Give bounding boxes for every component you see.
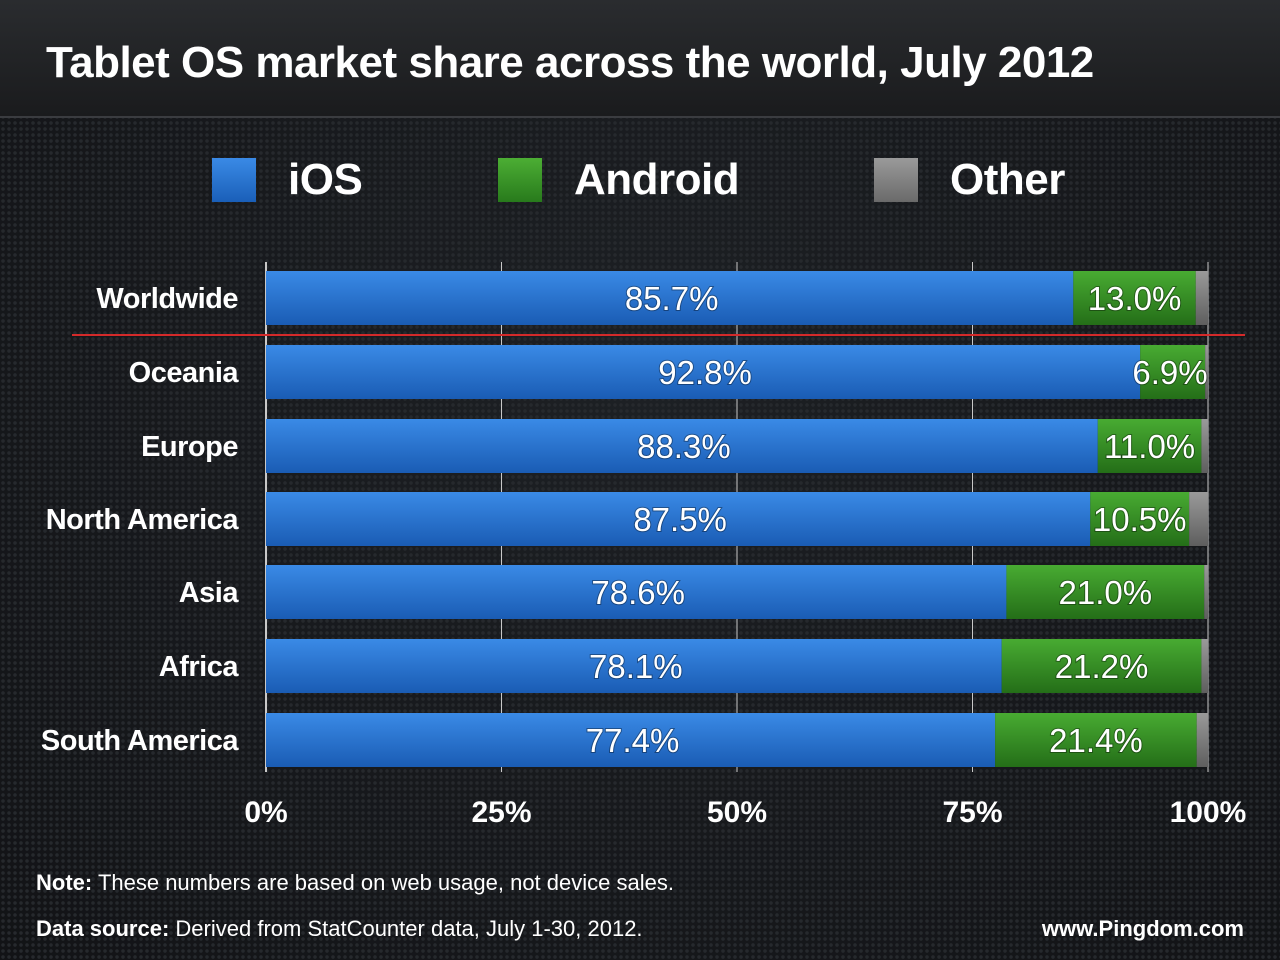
legend-label-ios: iOS [288, 155, 363, 204]
data-label-android-south-america: 21.4% [1049, 722, 1143, 759]
note-label: Note: [36, 870, 93, 895]
data-label-ios-africa: 78.1% [589, 648, 683, 685]
site-url: www.Pingdom.com [1041, 916, 1244, 941]
data-label-android-africa: 21.2% [1055, 648, 1149, 685]
bar-ios-asia [266, 565, 1007, 619]
x-tick-label: 75% [942, 796, 1002, 829]
data-label-ios-worldwide: 85.7% [625, 280, 719, 317]
legend-label-other: Other [950, 155, 1065, 204]
footer-note: Note: These numbers are based on web usa… [36, 870, 674, 896]
data-label-ios-north-america: 87.5% [633, 501, 727, 538]
legend-item-other: Other [874, 155, 1065, 204]
legend-item-ios: iOS [212, 155, 363, 204]
title-bar: Tablet OS market share across the world,… [0, 0, 1280, 118]
footer-source: Data source: Derived from StatCounter da… [36, 916, 643, 942]
bar-android-oceania [1140, 345, 1206, 399]
bar-other-europe [1201, 419, 1208, 473]
legend-item-android: Android [498, 155, 740, 204]
data-label-android-oceania: 6.9% [1132, 354, 1207, 391]
bar-other-oceania [1205, 345, 1208, 399]
bar-android-africa [1001, 639, 1202, 693]
bar-android-south-america [995, 713, 1197, 767]
bar-android-asia [1006, 565, 1205, 619]
legend-swatch-ios [212, 158, 256, 202]
bar-chart: 0% 25% 50% 75% 100% 85.7% 13.0% Worldwide 92.8% 6… [41, 262, 1247, 829]
bar-ios-europe [266, 419, 1098, 473]
bar-android-europe [1097, 419, 1202, 473]
chart-title: Tablet OS market share across the world,… [46, 38, 1094, 87]
bar-other-worldwide [1195, 271, 1208, 325]
source-text: Derived from StatCounter data, July 1-30… [175, 916, 643, 941]
category-label-asia: Asia [179, 577, 240, 609]
category-label-north-america: North America [46, 504, 240, 536]
x-tick-label: 50% [707, 796, 767, 829]
category-label-africa: Africa [159, 651, 240, 683]
bar-ios-worldwide [266, 271, 1074, 325]
bar-other-north-america [1189, 492, 1208, 546]
bar-other-south-america [1196, 713, 1208, 767]
bar-ios-oceania [266, 345, 1141, 399]
bar-ios-africa [266, 639, 1002, 693]
data-label-ios-south-america: 77.4% [586, 722, 680, 759]
category-label-south-america: South America [41, 725, 239, 757]
data-label-android-worldwide: 13.0% [1088, 280, 1182, 317]
data-label-ios-oceania: 92.8% [658, 354, 752, 391]
legend-swatch-android [498, 158, 542, 202]
bar-ios-north-america [266, 492, 1091, 546]
data-label-android-asia: 21.0% [1059, 574, 1153, 611]
bar-android-worldwide [1073, 271, 1196, 325]
category-label-europe: Europe [141, 431, 238, 463]
bar-other-asia [1204, 565, 1208, 619]
bar-ios-south-america [266, 713, 996, 767]
x-tick-label: 25% [471, 796, 531, 829]
legend-swatch-other [874, 158, 918, 202]
data-label-android-europe: 11.0% [1104, 428, 1195, 465]
data-label-ios-asia: 78.6% [591, 574, 685, 611]
legend-label-android: Android [574, 155, 740, 204]
category-label-worldwide: Worldwide [96, 283, 238, 315]
category-label-oceania: Oceania [129, 357, 240, 389]
bar-other-africa [1201, 639, 1208, 693]
data-label-android-north-america: 10.5% [1093, 501, 1187, 538]
bar-android-north-america [1090, 492, 1190, 546]
data-label-ios-europe: 88.3% [637, 428, 731, 465]
note-text: These numbers are based on web usage, no… [97, 870, 674, 895]
x-tick-label: 100% [1170, 796, 1247, 829]
x-tick-label: 0% [244, 796, 287, 829]
source-label: Data source: [36, 916, 170, 941]
